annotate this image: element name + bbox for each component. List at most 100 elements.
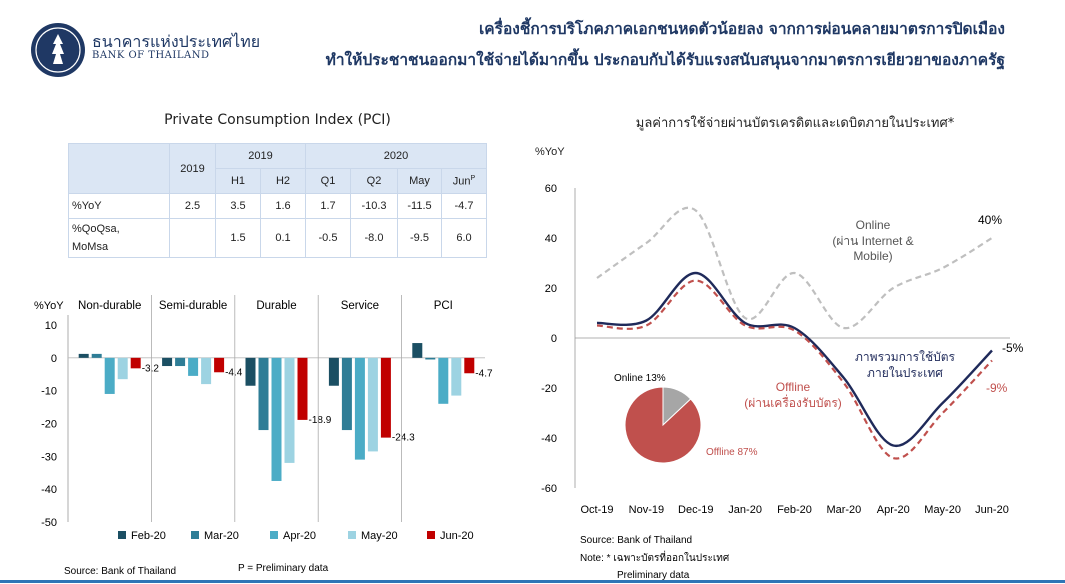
online-label: Online [856, 218, 891, 232]
row-label: %YoY [68, 193, 170, 219]
legend-swatch [191, 531, 199, 539]
col-q1: Q1 [305, 168, 351, 194]
x-tick-label: Feb-20 [777, 504, 812, 516]
bar [117, 357, 128, 380]
headline-line-2: ทำให้ประชาชนออกมาใช้จ่ายได้มากขึ้น ประกอ… [325, 51, 1005, 69]
bar [130, 357, 141, 369]
cell: 0.1 [260, 218, 306, 258]
bar [258, 357, 269, 431]
x-tick-label: Dec-19 [678, 504, 713, 516]
cell: 3.5 [215, 193, 261, 219]
bar [78, 353, 89, 358]
group-2019: 2019 [215, 143, 306, 169]
bar-ylabel: %YoY [34, 300, 64, 312]
legend-label: Apr-20 [283, 530, 316, 542]
y-tick-label: -10 [41, 386, 57, 398]
offline-label: (ผ่านเครื่องรับบัตร) [744, 394, 842, 410]
y-tick-label: 0 [551, 333, 557, 345]
data-label: -24.3 [392, 433, 415, 444]
cell: -11.5 [397, 193, 442, 219]
card-chart-title: มูลค่าการใช้จ่ายผ่านบัตรเครดิตและเดบิตภา… [635, 116, 955, 131]
bar [425, 357, 436, 360]
table-corner [68, 143, 170, 194]
pci-table: 2019 2019 2020 H1 H2 Q1 Q2 May JunP %YoY… [68, 143, 487, 258]
y-tick-label: -30 [41, 451, 57, 463]
bar [201, 357, 212, 385]
bank-name-en: BANK OF THAILAND [92, 50, 210, 61]
table-row: %YoY 2.5 3.5 1.6 1.7 -10.3 -11.5 -4.7 [68, 193, 487, 219]
x-tick-label: Mar-20 [826, 504, 861, 516]
cell: 2.5 [169, 193, 216, 219]
y-tick-label: -60 [541, 483, 557, 495]
group-2020: 2020 [305, 143, 487, 169]
card-chart-ylabel: %YoY [535, 146, 565, 158]
bar [271, 357, 282, 481]
x-tick-label: Jan-20 [728, 504, 762, 516]
total-label: ภายในประเทศ [867, 366, 943, 380]
x-tick-label: May-20 [924, 504, 961, 516]
bar [451, 357, 462, 396]
y-tick-label: -40 [41, 484, 57, 496]
bar [284, 357, 295, 463]
offline-label: Offline [776, 380, 811, 394]
bar [297, 357, 308, 420]
total-label: ภาพรวมการใช้บัตร [855, 350, 956, 364]
online-series-line [596, 206, 993, 330]
bank-logo [30, 22, 86, 82]
bar [367, 357, 378, 452]
legend-swatch [427, 531, 435, 539]
y-tick-label: 10 [45, 320, 57, 332]
headline: เครื่องชี้การบริโภคภาคเอกชนหดตัวน้อยลง จ… [245, 14, 1005, 76]
legend-swatch [118, 531, 126, 539]
x-tick-label: Apr-20 [877, 504, 910, 516]
bank-name-th: ธนาคารแห่งประเทศไทย [92, 32, 261, 51]
component-bar-chart: %YoY 10 0 -10 -20 -30 -40 -50 Non-durable -3.2 Sem… [34, 295, 493, 577]
card-spending-line-chart: 60 40 20 0 -20 -40 -60 Oct-19 Nov-19 Dec-19 Jan-20… [541, 183, 1024, 580]
col-may: May [397, 168, 442, 194]
table-row: %QoQsa, MoMsa 1.5 0.1 -0.5 -8.0 -9.5 6.0 [68, 218, 487, 258]
y-tick-label: -20 [41, 419, 57, 431]
bar [245, 357, 256, 386]
category-label: Service [341, 300, 379, 312]
category-label: Durable [256, 300, 296, 312]
legend-label: May-20 [361, 530, 398, 542]
col-2019: 2019 [169, 143, 216, 194]
x-tick-label: Nov-19 [629, 504, 664, 516]
cell: 1.6 [260, 193, 306, 219]
y-tick-label: -20 [541, 383, 557, 395]
legend-label: Jun-20 [440, 530, 474, 542]
col-h1: H1 [215, 168, 261, 194]
y-tick-label: 40 [545, 233, 557, 245]
cell: 6.0 [441, 218, 487, 258]
category-label: Non-durable [78, 300, 141, 312]
line-note: Note: * เฉพาะบัตรที่ออกในประเทศ [580, 550, 730, 564]
bar [438, 357, 449, 404]
bar-source: Source: Bank of Thailand [64, 566, 176, 577]
online-label: (ผ่าน Internet & [832, 234, 913, 248]
row-label: %QoQsa, MoMsa [68, 218, 170, 258]
col-q2: Q2 [350, 168, 398, 194]
data-label: -4.7 [475, 368, 493, 379]
x-tick-label: Oct-19 [580, 504, 613, 516]
cell: -10.3 [350, 193, 398, 219]
cell [169, 218, 216, 258]
bar [380, 357, 391, 438]
y-tick-label: -50 [41, 517, 57, 529]
cell: -0.5 [305, 218, 351, 258]
bar [412, 343, 423, 358]
category-label: PCI [434, 300, 453, 312]
cell: -9.5 [397, 218, 442, 258]
legend-label: Feb-20 [131, 530, 166, 542]
col-jun: JunP [441, 168, 487, 194]
legend-swatch [348, 531, 356, 539]
bar [464, 357, 475, 374]
data-label: -3.2 [142, 363, 160, 374]
bar-note: P = Preliminary data [238, 563, 329, 574]
cell: -4.7 [441, 193, 487, 219]
y-tick-label: 0 [51, 353, 57, 365]
total-series-line [596, 271, 993, 447]
offline-end-label: -9% [986, 381, 1008, 395]
data-label: -18.9 [309, 415, 332, 426]
cell: -8.0 [350, 218, 398, 258]
pie-label-online: Online 13% [614, 373, 666, 384]
